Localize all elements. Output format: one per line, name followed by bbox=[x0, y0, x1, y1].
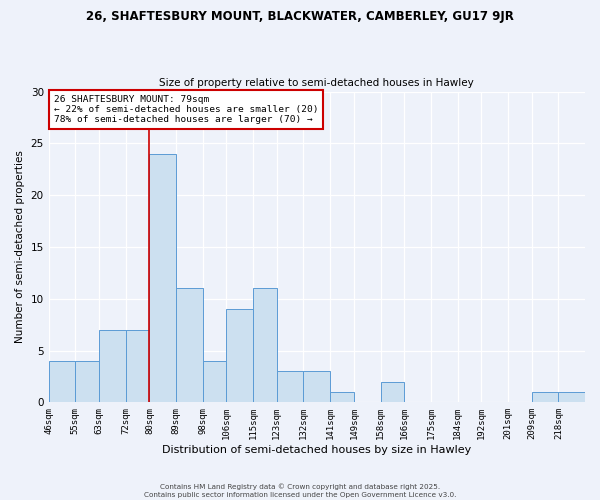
Bar bbox=[126, 330, 149, 402]
Bar bbox=[330, 392, 354, 402]
Bar bbox=[380, 382, 404, 402]
Title: Size of property relative to semi-detached houses in Hawley: Size of property relative to semi-detach… bbox=[160, 78, 474, 88]
Bar bbox=[176, 288, 203, 403]
Text: 26, SHAFTESBURY MOUNT, BLACKWATER, CAMBERLEY, GU17 9JR: 26, SHAFTESBURY MOUNT, BLACKWATER, CAMBE… bbox=[86, 10, 514, 23]
Bar bbox=[277, 372, 304, 402]
Text: 26 SHAFTESBURY MOUNT: 79sqm
← 22% of semi-detached houses are smaller (20)
78% o: 26 SHAFTESBURY MOUNT: 79sqm ← 22% of sem… bbox=[54, 94, 319, 124]
Bar bbox=[49, 361, 76, 403]
Bar bbox=[149, 154, 176, 402]
Bar bbox=[76, 361, 99, 403]
Bar bbox=[304, 372, 330, 402]
Bar bbox=[203, 361, 226, 403]
X-axis label: Distribution of semi-detached houses by size in Hawley: Distribution of semi-detached houses by … bbox=[162, 445, 472, 455]
Bar bbox=[226, 309, 253, 402]
Text: Contains HM Land Registry data © Crown copyright and database right 2025.
Contai: Contains HM Land Registry data © Crown c… bbox=[144, 484, 456, 498]
Bar bbox=[559, 392, 585, 402]
Bar bbox=[253, 288, 277, 403]
Bar bbox=[532, 392, 559, 402]
Bar bbox=[99, 330, 126, 402]
Y-axis label: Number of semi-detached properties: Number of semi-detached properties bbox=[15, 150, 25, 344]
